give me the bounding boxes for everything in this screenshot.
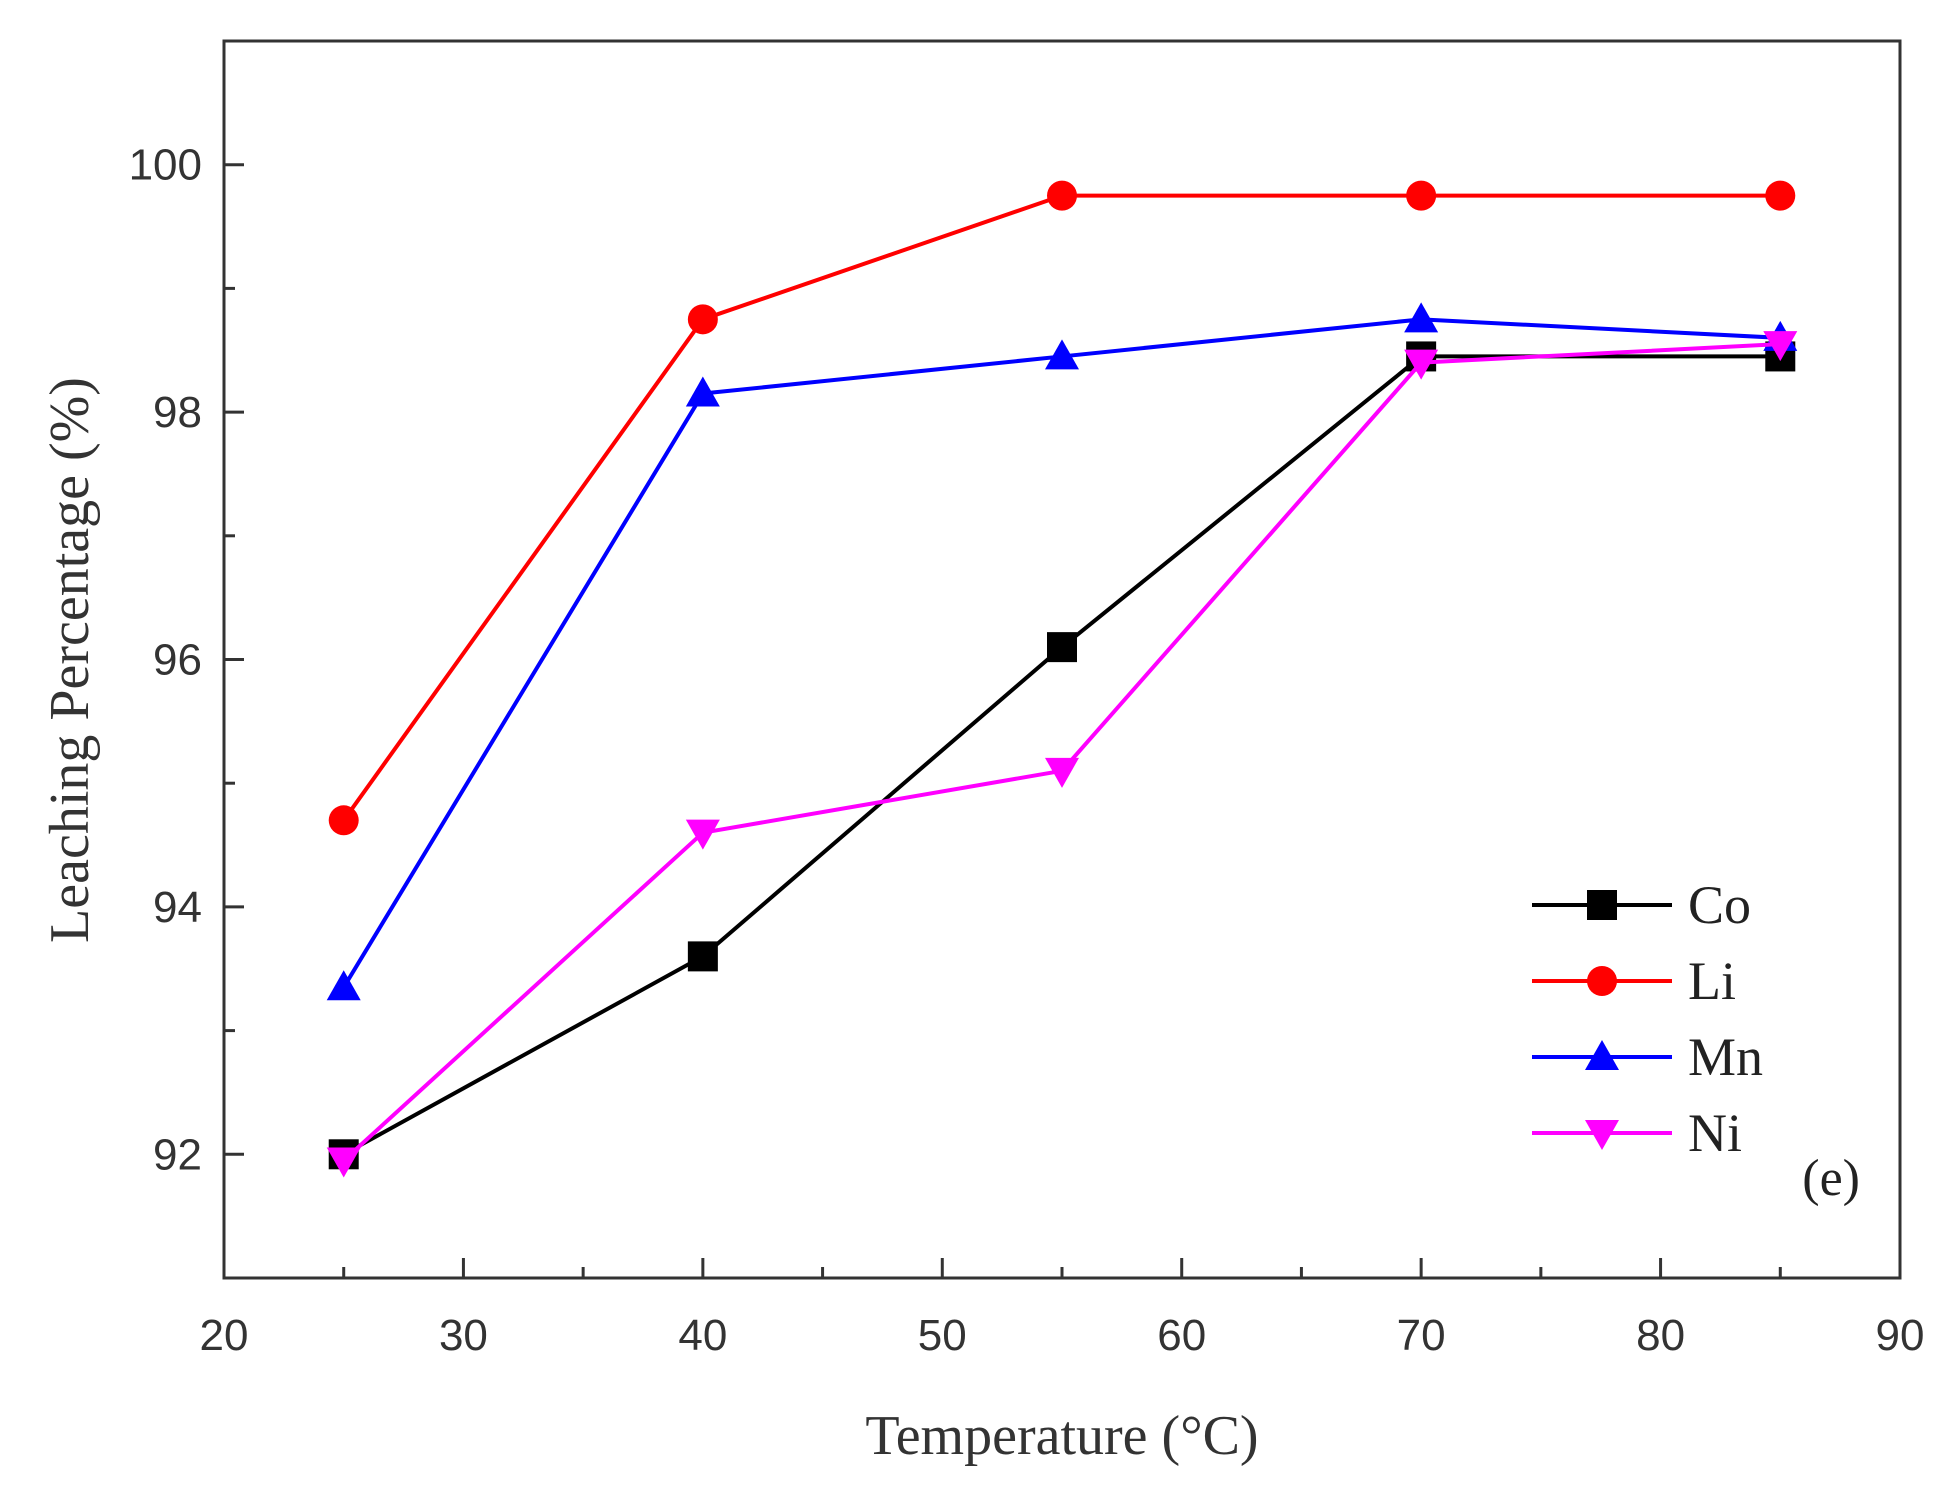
series-line-co [342,354,1781,1157]
legend-item-li: Li [1532,951,1736,1011]
axis-tick-labels: 20 30 40 50 60 70 80 90 92 94 96 98 100 [129,141,1925,1360]
data-point-li [1765,180,1796,211]
legend-item-mn: Mn [1532,1027,1763,1087]
x-tick-label: 70 [1397,1311,1446,1360]
x-tick-label: 50 [918,1311,967,1360]
data-point-li [1406,180,1437,211]
data-point-mn [1045,339,1079,370]
x-axis-title: Temperature (°C) [865,1405,1258,1467]
y-tick-label: 96 [153,636,202,685]
data-point-li [687,304,718,335]
x-tick-label: 20 [200,1311,249,1360]
legend-label-ni: Ni [1688,1103,1742,1163]
y-axis-title: Leaching Percentage (%) [39,377,101,943]
panel-label: (e) [1802,1150,1860,1207]
legend-marker-li [1587,966,1617,996]
y-tick-label: 98 [153,388,202,437]
legend-label-co: Co [1688,875,1751,935]
data-point-mn [326,970,361,1001]
legend: Co Li Mn Ni [1532,875,1763,1163]
data-point-ni [1404,349,1439,380]
x-tick-label: 60 [1157,1311,1206,1360]
y-tick-label: 94 [153,883,202,932]
data-series [326,180,1798,1178]
axis-ticks [222,39,1902,1280]
data-point-co [1047,632,1077,663]
series-mn [326,302,1798,1001]
legend-item-ni: Ni [1532,1103,1742,1163]
x-tick-label: 90 [1876,1311,1925,1360]
data-point-ni [1763,331,1798,362]
data-point-ni [1045,757,1079,788]
data-point-co [687,941,718,972]
y-tick-label: 92 [153,1130,202,1179]
data-point-mn [1404,302,1439,333]
legend-marker-ni [1585,1120,1619,1150]
series-ni [326,331,1798,1178]
series-li [328,180,1796,836]
legend-marker-mn [1585,1040,1619,1070]
legend-label-li: Li [1688,951,1736,1011]
data-point-li [328,805,359,836]
data-point-mn [685,376,720,407]
series-line-ni [342,342,1781,1162]
y-tick-label: 100 [129,141,202,190]
data-point-li [1047,180,1077,211]
x-tick-label: 30 [439,1311,488,1360]
data-point-ni [685,819,720,850]
legend-label-mn: Mn [1688,1027,1763,1087]
data-point-ni [326,1147,361,1178]
x-tick-label: 80 [1636,1311,1685,1360]
legend-marker-co [1587,890,1617,920]
legend-item-co: Co [1532,875,1751,935]
series-line-li [342,193,1781,822]
x-tick-label: 40 [678,1311,727,1360]
series-co [328,341,1796,1170]
